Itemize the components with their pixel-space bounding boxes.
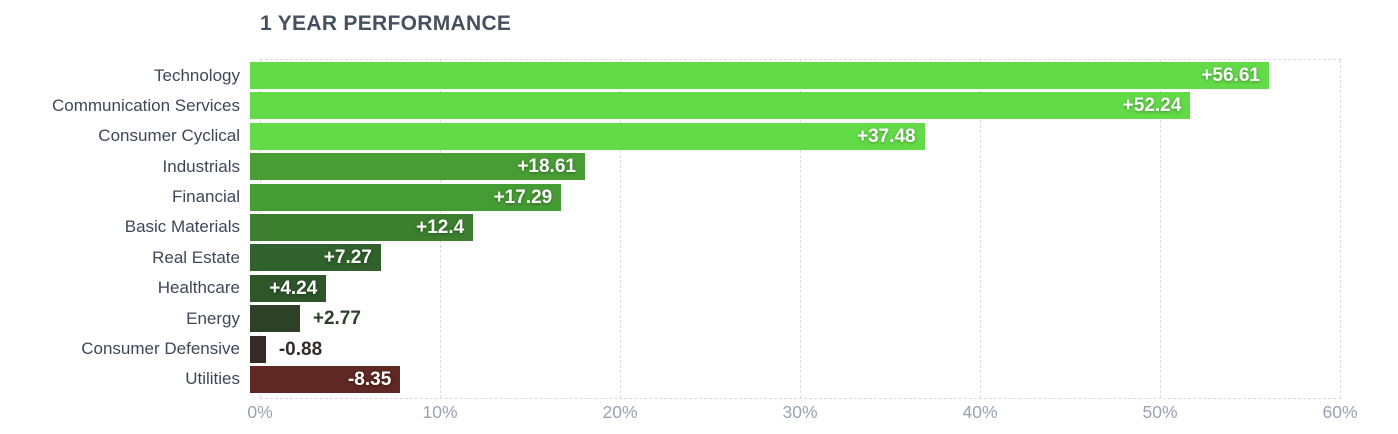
value-label: +12.4 (416, 216, 465, 238)
value-label: +52.24 (1122, 95, 1182, 117)
bar: +37.48 (250, 122, 925, 150)
category-label: Real Estate (152, 247, 240, 267)
bar-row: Basic Materials +12.4 (0, 213, 1398, 241)
x-tick-label: 40% (962, 402, 998, 422)
value-label: -0.88 (278, 338, 323, 360)
category-label: Healthcare (157, 278, 240, 298)
category-label: Consumer Cyclical (98, 126, 240, 146)
bar: +56.61 (250, 62, 1269, 89)
gridline (620, 60, 621, 398)
value-label: +37.48 (856, 125, 916, 147)
x-tick-label: 20% (602, 402, 638, 422)
gridline (1340, 60, 1341, 398)
value-label: -8.35 (347, 368, 392, 390)
category-label: Energy (186, 308, 240, 328)
chart-title: 1 YEAR PERFORMANCE (260, 12, 512, 35)
gridline (1160, 60, 1161, 398)
bar: +2.77 (250, 305, 361, 333)
bar: +7.27 (250, 244, 381, 272)
x-axis: 0% 10% 20% 30% 40% 50% 60% (0, 402, 1398, 430)
gridline (980, 60, 981, 398)
category-label: Financial (171, 187, 240, 207)
value-label: +56.61 (1201, 65, 1260, 86)
bar-row: Technology +56.61 (0, 62, 1398, 89)
x-tick-label: 10% (422, 402, 458, 422)
category-label: Utilities (185, 369, 240, 389)
x-tick-label: 0% (247, 402, 273, 422)
bar-row: Healthcare +4.24 (0, 274, 1398, 302)
x-tick-label: 60% (1322, 402, 1358, 422)
bar-row: Real Estate +7.27 (0, 244, 1398, 272)
value-label: +2.77 (312, 308, 361, 330)
bar: -0.88 (250, 335, 322, 363)
bar: -8.35 (250, 365, 401, 393)
bar-row: Industrials +18.61 (0, 153, 1398, 181)
bar: +12.4 (250, 213, 474, 241)
x-tick-label: 30% (782, 402, 818, 422)
category-label: Consumer Defensive (81, 339, 240, 359)
bar-row: Consumer Defensive -0.88 (0, 335, 1398, 363)
x-tick-label: 50% (1142, 402, 1178, 422)
bar: +4.24 (250, 274, 327, 302)
bar-row: Financial +17.29 (0, 183, 1398, 211)
category-label: Technology (153, 65, 240, 85)
bar-rows: Technology +56.61 Communication Services +5… (0, 59, 1398, 399)
bar-row: Energy +2.77 (0, 305, 1398, 333)
value-label: +4.24 (269, 277, 318, 299)
bar: +52.24 (250, 92, 1191, 120)
gridline (800, 60, 801, 398)
bar-row: Utilities -8.35 (0, 365, 1398, 393)
value-label: +18.61 (517, 156, 576, 178)
category-label: Industrials (162, 156, 240, 176)
bar-row: Communication Services +52.24 (0, 92, 1398, 120)
bar: +18.61 (250, 153, 585, 181)
value-label: +17.29 (493, 186, 553, 208)
category-label: Basic Materials (124, 217, 240, 237)
bar: +17.29 (250, 183, 562, 211)
value-label: +7.27 (323, 247, 372, 269)
bar-row: Consumer Cyclical +37.48 (0, 122, 1398, 150)
category-label: Communication Services (51, 95, 240, 115)
